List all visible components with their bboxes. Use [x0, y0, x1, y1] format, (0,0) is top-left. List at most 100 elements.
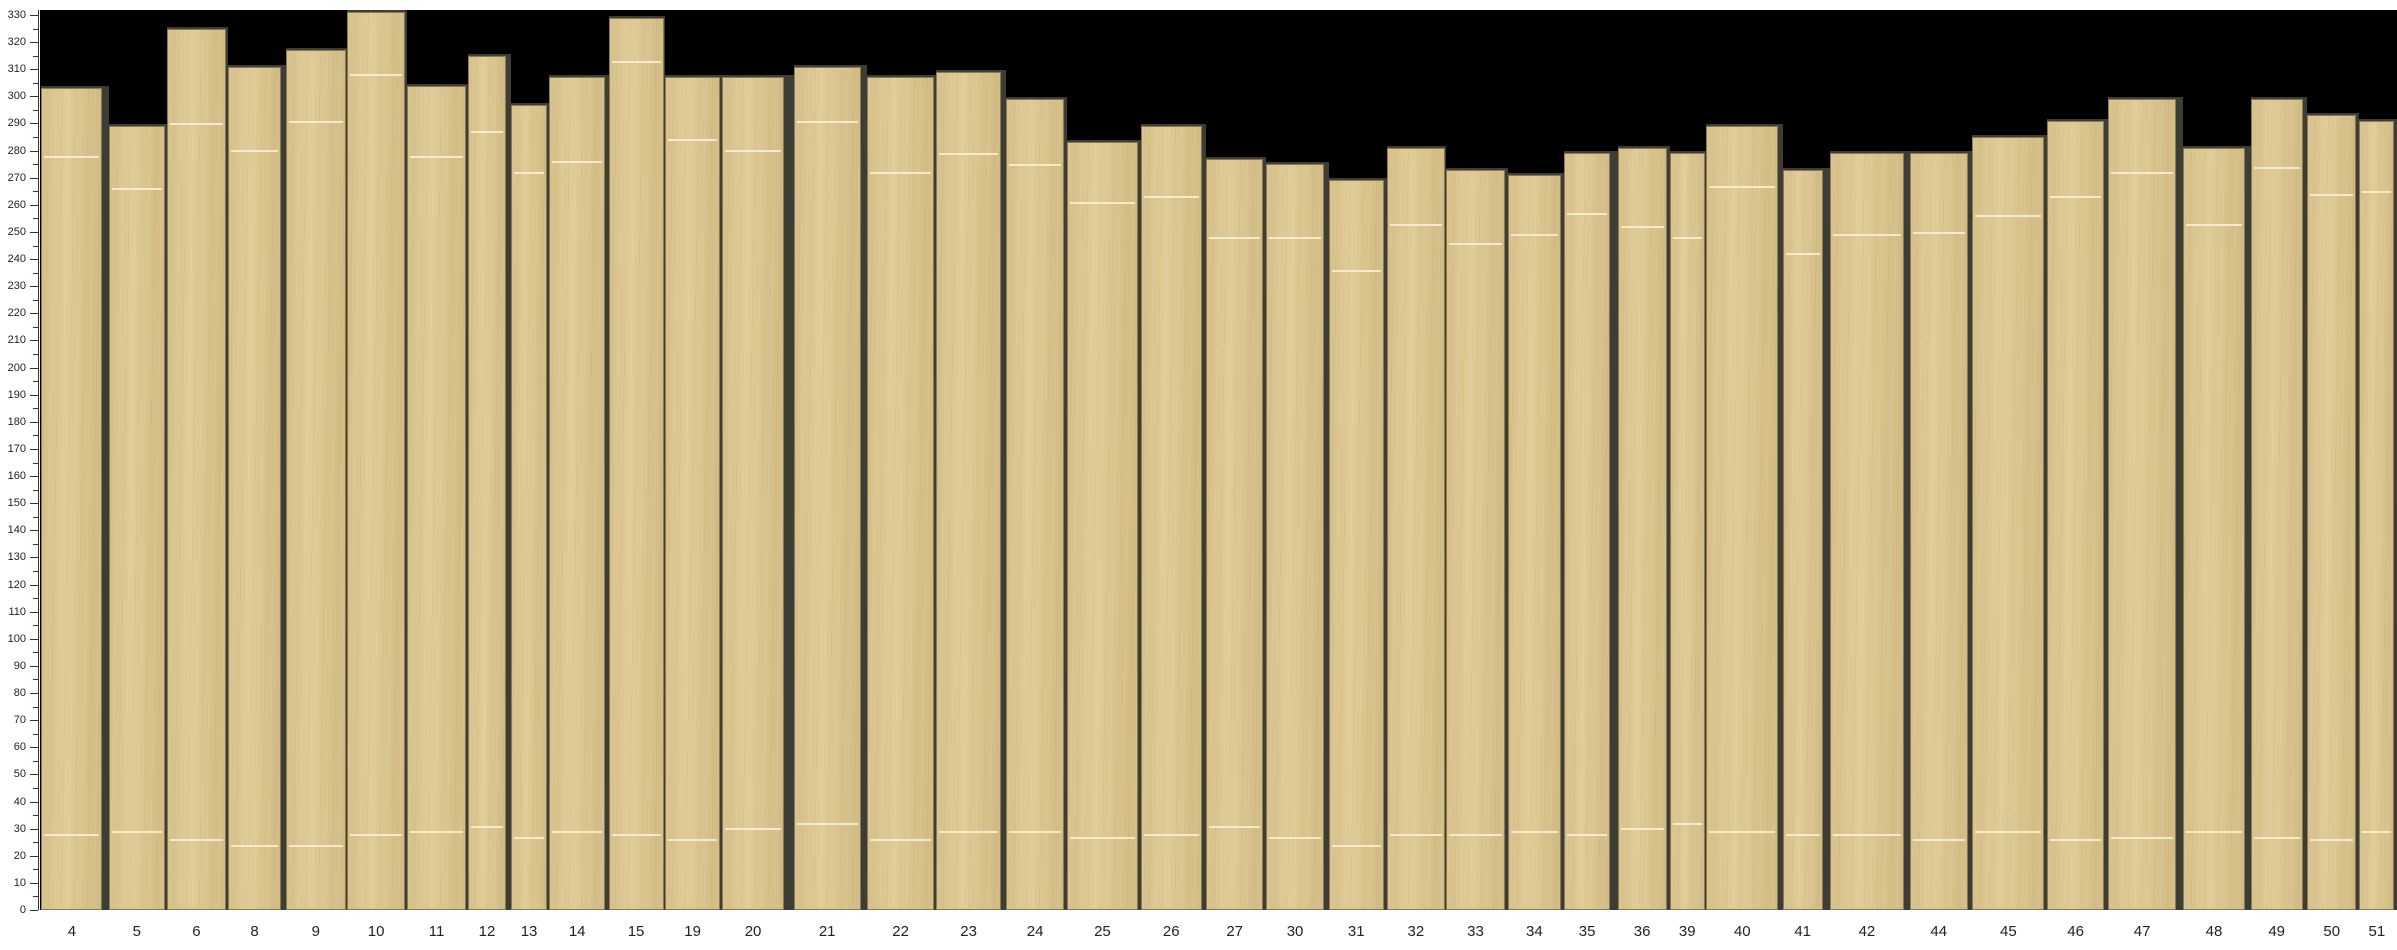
y-tick	[30, 720, 38, 722]
veneer-plank-5[interactable]	[108, 126, 166, 910]
y-tick-label: 190	[7, 388, 26, 401]
veneer-plank-6[interactable]	[166, 28, 227, 910]
y-tick-label: 230	[7, 280, 26, 293]
cut-mark-line	[2186, 831, 2242, 834]
veneer-plank-19[interactable]	[665, 77, 721, 910]
veneer-plank-4[interactable]	[41, 88, 103, 910]
y-tick	[30, 204, 38, 206]
cut-mark-line	[938, 831, 999, 834]
veneer-plank-21[interactable]	[793, 66, 861, 910]
y-axis-line	[38, 10, 39, 910]
veneer-plank-44[interactable]	[1909, 153, 1968, 910]
cut-mark-line	[1672, 822, 1702, 825]
y-tick-label: 150	[7, 497, 26, 510]
veneer-scan-image	[40, 10, 2397, 910]
veneer-plank-35[interactable]	[1564, 153, 1611, 910]
cut-mark-line	[1269, 237, 1322, 240]
veneer-plank-41[interactable]	[1782, 169, 1823, 910]
veneer-plank-15[interactable]	[608, 17, 664, 910]
y-tick	[30, 910, 38, 911]
veneer-plank-25[interactable]	[1067, 142, 1138, 910]
veneer-plank-49[interactable]	[2250, 99, 2303, 910]
veneer-plank-32[interactable]	[1386, 147, 1445, 910]
veneer-plank-30[interactable]	[1266, 164, 1325, 910]
plank-label: 44	[1930, 923, 1948, 940]
plank-label: 49	[2268, 923, 2286, 940]
y-tick	[33, 652, 38, 654]
plank-label: 41	[1794, 923, 1812, 940]
veneer-plank-36[interactable]	[1617, 147, 1667, 910]
cut-mark-line	[169, 123, 224, 126]
cut-mark-line	[1209, 237, 1260, 240]
cut-mark-line	[1912, 839, 1965, 842]
veneer-plank-11[interactable]	[406, 85, 467, 910]
veneer-plank-42[interactable]	[1830, 153, 1904, 910]
y-tick-label: 10	[13, 876, 26, 889]
veneer-plank-20[interactable]	[721, 77, 785, 910]
veneer-plank-23[interactable]	[935, 71, 1002, 910]
veneer-plank-24[interactable]	[1006, 99, 1065, 910]
veneer-plank-31[interactable]	[1328, 180, 1384, 910]
veneer-plank-51[interactable]	[2359, 120, 2395, 910]
plank-label: 46	[2067, 923, 2084, 940]
y-tick	[33, 787, 38, 789]
cut-mark-line	[513, 172, 545, 175]
veneer-plank-40[interactable]	[1706, 126, 1779, 910]
cut-mark-line	[470, 825, 504, 828]
veneer-plank-50[interactable]	[2307, 115, 2357, 910]
veneer-plank-13[interactable]	[510, 104, 548, 910]
y-tick	[33, 896, 38, 898]
veneer-plank-33[interactable]	[1446, 169, 1505, 910]
y-tick	[30, 665, 38, 667]
cut-mark-line	[111, 831, 163, 834]
y-tick	[30, 882, 38, 884]
y-tick-label: 40	[13, 795, 26, 808]
y-tick	[30, 69, 38, 71]
cut-mark-line	[169, 839, 224, 842]
veneer-plank-14[interactable]	[548, 77, 606, 910]
y-tick	[30, 448, 38, 450]
plank-label: 21	[818, 923, 836, 940]
y-tick	[33, 625, 38, 627]
y-tick-label: 180	[7, 415, 26, 428]
veneer-plank-22[interactable]	[866, 77, 935, 910]
cut-mark-line	[350, 833, 403, 836]
veneer-plank-39[interactable]	[1669, 153, 1705, 910]
cut-mark-line	[44, 833, 100, 836]
veneer-plank-10[interactable]	[347, 12, 406, 910]
cut-mark-line	[409, 831, 464, 834]
veneer-plank-48[interactable]	[2183, 147, 2245, 910]
y-tick-label: 100	[7, 632, 26, 645]
y-tick	[33, 191, 38, 193]
y-tick	[33, 760, 38, 762]
cut-mark-line	[1975, 831, 2042, 834]
plank-label: 9	[311, 923, 320, 940]
cut-mark-line	[1620, 226, 1664, 229]
y-tick-label: 90	[13, 659, 26, 672]
veneer-plank-8[interactable]	[227, 66, 282, 910]
y-tick-label: 170	[7, 442, 26, 455]
veneer-plank-27[interactable]	[1206, 158, 1263, 910]
y-tick-label: 310	[7, 63, 26, 76]
y-tick	[33, 55, 38, 57]
veneer-plank-45[interactable]	[1972, 137, 2045, 910]
plank-label: 14	[568, 923, 586, 940]
y-tick	[30, 530, 38, 532]
veneer-plank-9[interactable]	[285, 50, 346, 910]
cut-mark-line	[2111, 836, 2173, 839]
veneer-plank-26[interactable]	[1140, 126, 1202, 910]
y-tick	[33, 570, 38, 572]
cut-mark-line	[1567, 833, 1608, 836]
y-tick-label: 240	[7, 253, 26, 266]
plank-label: 13	[520, 923, 538, 940]
plank-label: 32	[1407, 923, 1425, 940]
veneer-plank-46[interactable]	[2047, 120, 2104, 910]
veneer-plank-34[interactable]	[1507, 175, 1562, 910]
y-tick-label: 30	[13, 822, 26, 835]
veneer-plank-12[interactable]	[467, 55, 507, 910]
cut-mark-line	[1785, 833, 1820, 836]
plank-label: 42	[1858, 923, 1876, 940]
plank-label: 26	[1162, 923, 1180, 940]
veneer-plank-47[interactable]	[2108, 99, 2176, 910]
plank-label: 25	[1094, 923, 1111, 940]
